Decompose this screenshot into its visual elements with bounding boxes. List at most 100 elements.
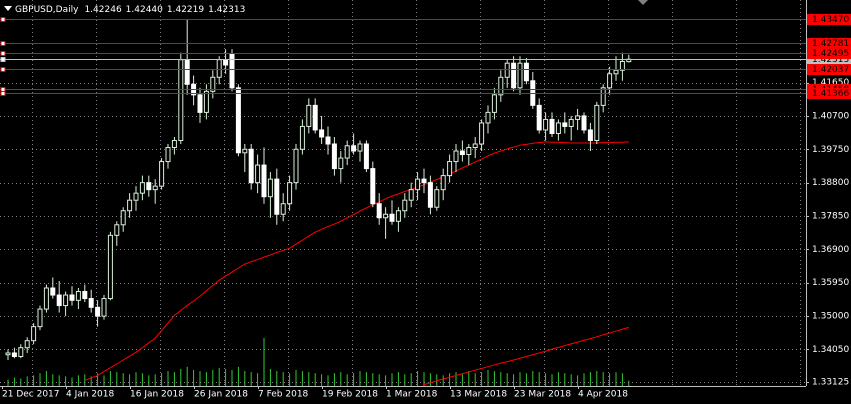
x-tick-label: 26 Jan 2018 bbox=[194, 390, 248, 400]
level-handle bbox=[0, 91, 6, 96]
candle-body bbox=[11, 352, 17, 357]
moving-average-line bbox=[423, 326, 629, 386]
candle-body bbox=[101, 298, 107, 317]
menu-arrow[interactable] bbox=[4, 6, 12, 11]
x-tick-label: 19 Feb 2018 bbox=[322, 390, 378, 400]
candle-body bbox=[63, 294, 69, 307]
x-tick-label: 1 Mar 2018 bbox=[386, 390, 438, 400]
candle-body bbox=[607, 73, 613, 89]
y-tick-label: 1.36900 bbox=[812, 245, 849, 255]
candle-body bbox=[210, 76, 216, 92]
candle-body bbox=[594, 104, 600, 141]
candle-body bbox=[242, 148, 248, 154]
level-label: 1.43470 bbox=[812, 15, 849, 25]
candle-body bbox=[24, 340, 30, 349]
level-handle bbox=[0, 41, 6, 46]
candle-body bbox=[139, 182, 145, 194]
candle-body bbox=[383, 213, 389, 219]
candle-body bbox=[485, 111, 491, 124]
level-label-box bbox=[807, 54, 851, 65]
quote-low: 1.42219 bbox=[167, 5, 204, 15]
candle-body bbox=[395, 210, 401, 222]
candle-body bbox=[120, 210, 126, 226]
candle-body bbox=[587, 129, 593, 141]
candle-body bbox=[56, 294, 62, 307]
candle-body bbox=[408, 189, 414, 201]
candle-body bbox=[357, 143, 363, 152]
level-handle bbox=[0, 57, 6, 62]
candle-body bbox=[274, 178, 280, 215]
candle-body bbox=[459, 150, 465, 156]
candle-body bbox=[69, 294, 75, 301]
level-label: 1.42781 bbox=[812, 39, 849, 49]
candle-body bbox=[152, 185, 158, 191]
y-tick-label: 1.35950 bbox=[812, 278, 849, 288]
y-tick-label: 1.35000 bbox=[812, 312, 849, 322]
x-tick-label: 4 Apr 2018 bbox=[578, 390, 628, 400]
candle-body bbox=[453, 150, 459, 163]
quote-high: 1.42440 bbox=[126, 5, 163, 15]
candle-body bbox=[280, 203, 286, 215]
candle-body bbox=[427, 182, 433, 208]
candle-body bbox=[504, 62, 510, 78]
y-tick-label: 1.33125 bbox=[812, 377, 849, 387]
candle-body bbox=[50, 287, 56, 296]
candle-body bbox=[543, 118, 549, 131]
candle-body bbox=[402, 199, 408, 212]
level-label-box bbox=[807, 64, 851, 75]
candle-body bbox=[523, 62, 529, 82]
candle-body bbox=[197, 94, 203, 113]
candle-body bbox=[146, 182, 152, 191]
candle-body bbox=[325, 136, 331, 145]
candle-body bbox=[18, 347, 24, 357]
candle-body bbox=[344, 145, 350, 159]
candle-body bbox=[31, 326, 37, 342]
candle-body bbox=[536, 104, 542, 131]
candle-body bbox=[472, 143, 478, 149]
candle-body bbox=[216, 59, 222, 78]
candle-body bbox=[511, 62, 517, 89]
candle-body bbox=[331, 143, 337, 170]
level-handle bbox=[0, 67, 6, 72]
candle-body bbox=[88, 298, 94, 308]
level-label-box bbox=[807, 48, 851, 59]
candle-body bbox=[235, 87, 241, 154]
candle-body bbox=[319, 129, 325, 138]
y-tick-label: 1.37850 bbox=[812, 212, 849, 222]
candle-body bbox=[415, 178, 421, 191]
candle-body bbox=[498, 76, 504, 96]
shift-marker[interactable] bbox=[638, 0, 648, 5]
level-label-box bbox=[807, 14, 851, 25]
candle-body bbox=[184, 59, 190, 85]
y-tick-label: 1.41650 bbox=[812, 78, 849, 88]
candle-body bbox=[114, 224, 120, 236]
candle-body bbox=[421, 178, 427, 184]
candle-body bbox=[223, 59, 229, 66]
candle-body bbox=[600, 87, 606, 106]
level-label-box bbox=[807, 38, 851, 49]
candle-body bbox=[575, 115, 581, 120]
candle-body bbox=[581, 115, 587, 131]
candle-body bbox=[248, 148, 254, 184]
candle-body bbox=[171, 139, 177, 149]
candle-body bbox=[133, 192, 139, 201]
level-label: 1.41366 bbox=[812, 89, 849, 99]
candle-body bbox=[440, 175, 446, 191]
candle-body bbox=[43, 287, 49, 310]
candle-body bbox=[447, 161, 453, 177]
candle-body bbox=[619, 60, 625, 71]
x-tick-label: 23 Mar 2018 bbox=[514, 390, 571, 400]
level-handle bbox=[0, 51, 6, 56]
level-label: 1.42313 bbox=[812, 55, 849, 65]
y-tick-label: 1.34050 bbox=[812, 345, 849, 355]
y-tick-label: 1.40700 bbox=[812, 111, 849, 121]
chart-title: GBPUSD,Daily bbox=[15, 5, 79, 15]
plot-area bbox=[0, 0, 806, 386]
x-tick-label: 21 Dec 2017 bbox=[2, 390, 60, 400]
level-label: 1.42037 bbox=[812, 65, 849, 75]
candle-body bbox=[107, 234, 113, 300]
quote-open: 1.42246 bbox=[84, 5, 121, 15]
candle-body bbox=[299, 125, 305, 150]
candle-body bbox=[376, 203, 382, 219]
candle-body bbox=[491, 94, 497, 113]
